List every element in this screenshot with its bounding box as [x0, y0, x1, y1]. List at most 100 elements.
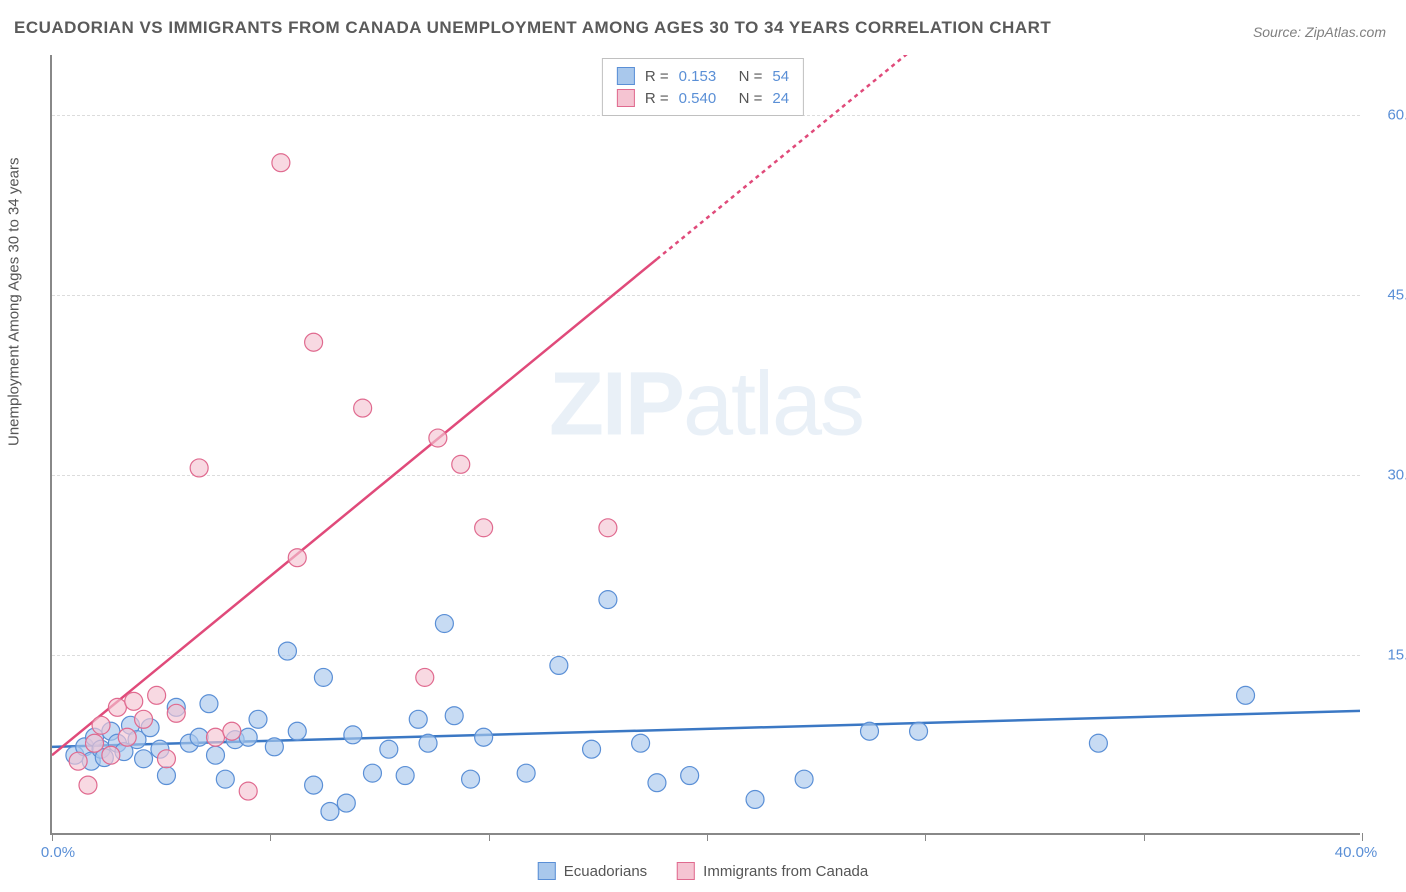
data-point [118, 728, 136, 746]
data-point [452, 455, 470, 473]
data-point [265, 738, 283, 756]
data-point [344, 726, 362, 744]
x-tick-label-start: 0.0% [41, 844, 75, 861]
data-point [314, 668, 332, 686]
x-tick-mark [1144, 833, 1145, 841]
legend-r-value: 0.540 [679, 90, 729, 107]
data-point [305, 333, 323, 351]
data-point [380, 740, 398, 758]
data-point [102, 746, 120, 764]
data-point [1237, 686, 1255, 704]
data-point [861, 722, 879, 740]
legend-n-label: N = [739, 90, 763, 107]
data-point [363, 764, 381, 782]
data-point [92, 716, 110, 734]
series-name: Immigrants from Canada [703, 863, 868, 880]
data-point [216, 770, 234, 788]
legend-r-label: R = [645, 68, 669, 85]
data-point [475, 728, 493, 746]
data-point [445, 707, 463, 725]
x-tick-mark [52, 833, 53, 841]
x-tick-mark [707, 833, 708, 841]
data-point [599, 591, 617, 609]
data-point [416, 668, 434, 686]
legend-row: R = 0.153 N = 54 [617, 65, 789, 87]
series-legend-item: Immigrants from Canada [677, 862, 868, 880]
data-point [435, 615, 453, 633]
legend-n-value: 24 [772, 90, 789, 107]
legend-n-value: 54 [772, 68, 789, 85]
x-tick-label-end: 40.0% [1335, 844, 1378, 861]
x-tick-mark [1362, 833, 1363, 841]
data-point [135, 750, 153, 768]
data-point [409, 710, 427, 728]
data-point [239, 782, 257, 800]
data-point [337, 794, 355, 812]
data-point [354, 399, 372, 417]
data-point [167, 704, 185, 722]
data-point [190, 728, 208, 746]
correlation-legend: R = 0.153 N = 54 R = 0.540 N = 24 [602, 58, 804, 116]
data-point [79, 776, 97, 794]
x-tick-mark [925, 833, 926, 841]
data-point [632, 734, 650, 752]
data-point [239, 728, 257, 746]
data-point [419, 734, 437, 752]
data-point [288, 549, 306, 567]
legend-swatch [617, 89, 635, 107]
data-point [462, 770, 480, 788]
x-tick-mark [270, 833, 271, 841]
trend-line [52, 259, 657, 755]
plot-area: ZIPatlas 15.0%30.0%45.0%60.0%0.0%40.0% [50, 55, 1360, 835]
data-point [681, 767, 699, 785]
data-point [223, 722, 241, 740]
legend-swatch [617, 67, 635, 85]
legend-row: R = 0.540 N = 24 [617, 87, 789, 109]
x-tick-mark [489, 833, 490, 841]
data-point [207, 728, 225, 746]
data-point [86, 734, 104, 752]
data-point [207, 746, 225, 764]
data-point [69, 752, 87, 770]
y-tick-label: 60.0% [1370, 107, 1406, 124]
y-axis-label: Unemployment Among Ages 30 to 34 years [6, 157, 23, 446]
data-point [475, 519, 493, 537]
data-point [396, 767, 414, 785]
data-point [148, 686, 166, 704]
y-tick-label: 15.0% [1370, 647, 1406, 664]
chart-title: ECUADORIAN VS IMMIGRANTS FROM CANADA UNE… [14, 18, 1051, 38]
series-legend-item: Ecuadorians [538, 862, 647, 880]
source-attribution: Source: ZipAtlas.com [1253, 24, 1386, 40]
data-point [135, 710, 153, 728]
data-point [157, 750, 175, 768]
legend-swatch [538, 862, 556, 880]
data-point [249, 710, 267, 728]
data-point [1089, 734, 1107, 752]
data-point [550, 656, 568, 674]
data-point [190, 459, 208, 477]
data-point [272, 154, 290, 172]
series-legend: Ecuadorians Immigrants from Canada [538, 862, 868, 880]
data-point [321, 802, 339, 820]
data-point [795, 770, 813, 788]
series-name: Ecuadorians [564, 863, 647, 880]
data-point [125, 692, 143, 710]
data-point [429, 429, 447, 447]
legend-r-label: R = [645, 90, 669, 107]
y-tick-label: 45.0% [1370, 287, 1406, 304]
data-point [157, 767, 175, 785]
legend-r-value: 0.153 [679, 68, 729, 85]
data-point [305, 776, 323, 794]
data-point [288, 722, 306, 740]
data-point [278, 642, 296, 660]
data-point [108, 698, 126, 716]
chart-svg [52, 55, 1360, 833]
data-point [583, 740, 601, 758]
data-point [599, 519, 617, 537]
data-point [648, 774, 666, 792]
y-tick-label: 30.0% [1370, 467, 1406, 484]
data-point [517, 764, 535, 782]
legend-swatch [677, 862, 695, 880]
data-point [200, 695, 218, 713]
legend-n-label: N = [739, 68, 763, 85]
